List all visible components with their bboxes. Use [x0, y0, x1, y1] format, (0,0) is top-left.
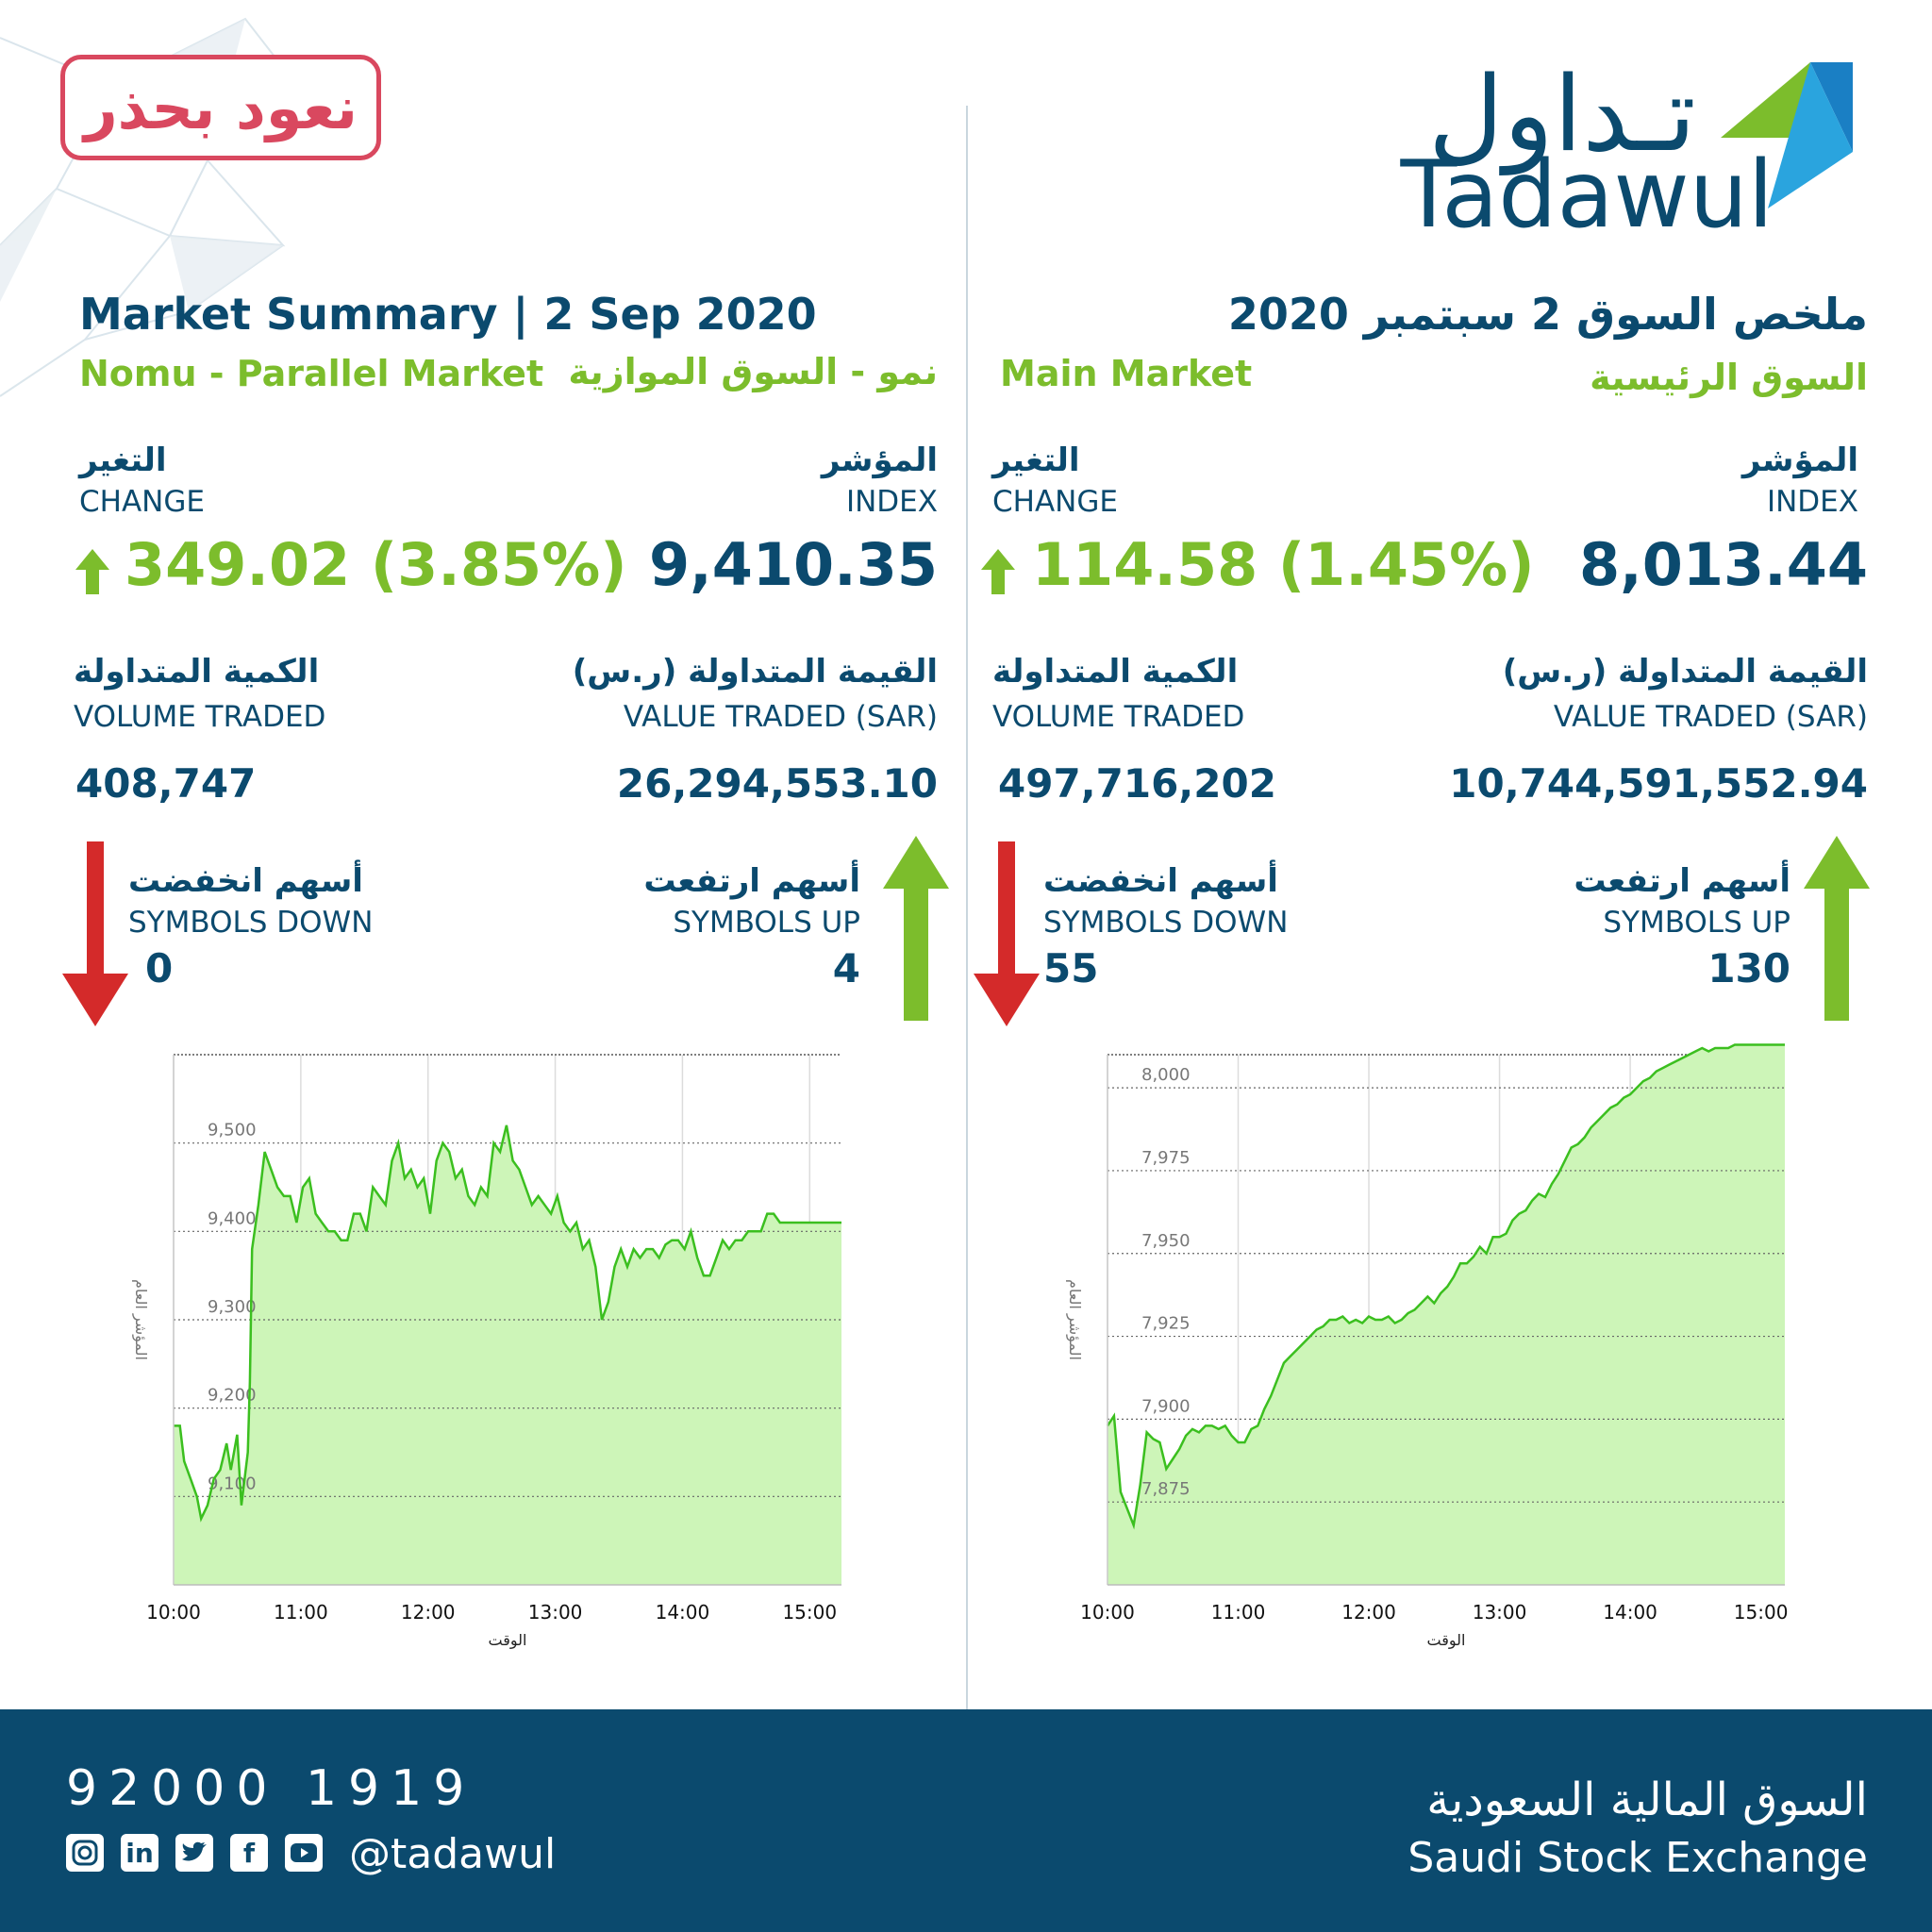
- twitter-icon[interactable]: [175, 1834, 213, 1872]
- x-tick-label: 10:00: [146, 1601, 201, 1624]
- down-arrow-icon: [974, 841, 1040, 1026]
- main-title: ملخص السوق 2 سبتمبر 2020: [1227, 289, 1868, 340]
- change-up-icon: [981, 549, 1015, 594]
- nomu-value-label-ar: القيمة المتداولة (ر.س): [572, 653, 938, 691]
- y-tick-label: 9,300: [208, 1297, 257, 1317]
- main-subtitle-ar: السوق الرئيسية: [1590, 357, 1868, 398]
- nomu-down-label-en: SYMBOLS DOWN: [128, 906, 374, 940]
- badge-text: نعود بحذر: [83, 73, 358, 142]
- logo-arabic: تـداول: [1427, 54, 1696, 175]
- x-tick-label: 12:00: [1341, 1601, 1396, 1624]
- main-change-value: 114.58 (1.45%): [1032, 530, 1535, 599]
- y-tick-label: 7,950: [1141, 1231, 1191, 1251]
- x-tick-label: 15:00: [782, 1601, 837, 1624]
- main-index-label-ar: المؤشر: [1741, 441, 1858, 479]
- y-tick-label: 7,875: [1141, 1479, 1191, 1499]
- nomu-up-label-ar: أسهم ارتفعت: [643, 862, 860, 900]
- main-volume-label-en: VOLUME TRADED: [992, 700, 1245, 734]
- main-down-label-en: SYMBOLS DOWN: [1043, 906, 1289, 940]
- x-tick-label: 11:00: [1211, 1601, 1266, 1624]
- x-tick-label: 14:00: [656, 1601, 710, 1624]
- main-down-label-ar: أسهم انخفضت: [1043, 862, 1278, 900]
- y-tick-label: 9,500: [208, 1121, 257, 1141]
- index-line: [174, 1124, 841, 1523]
- main-up-label-en: SYMBOLS UP: [1603, 906, 1790, 940]
- x-tick-label: 14:00: [1603, 1601, 1657, 1624]
- index-area: [174, 1124, 841, 1585]
- nomu-value-value: 26,294,553.10: [616, 760, 938, 807]
- y-tick-label: 7,925: [1141, 1314, 1191, 1334]
- social-handle[interactable]: @tadawul: [349, 1830, 557, 1878]
- nomu-down-label-ar: أسهم انخفضت: [128, 862, 363, 900]
- nomu-volume-label-en: VOLUME TRADED: [74, 700, 326, 734]
- main-value-label-en: VALUE TRADED (SAR): [1553, 700, 1868, 734]
- y-axis-label: المؤشر العام: [1065, 1279, 1084, 1360]
- exchange-name-ar: السوق المالية السعودية: [1426, 1774, 1868, 1826]
- x-tick-label: 13:00: [1473, 1601, 1527, 1624]
- main-index-chart: 10:00 11:00 12:00 13:00 14:00 15:00 7,875 7,900…: [1065, 1043, 1789, 1650]
- nomu-change-label-ar: التغير: [79, 441, 167, 479]
- nomu-up-label-en: SYMBOLS UP: [673, 906, 860, 940]
- main-value-label-ar: القيمة المتداولة (ر.س): [1502, 653, 1868, 691]
- youtube-icon[interactable]: [285, 1834, 323, 1872]
- index-line: [1106, 1043, 1785, 1530]
- nomu-value-label-en: VALUE TRADED (SAR): [623, 700, 938, 734]
- main-change-label-ar: التغير: [992, 441, 1080, 479]
- nomu-up-value: 4: [832, 945, 860, 991]
- nomu-volume-label-ar: الكمية المتداولة: [74, 653, 320, 691]
- x-tick-label: 10:00: [1080, 1601, 1135, 1624]
- tadawul-logo-icon: [1721, 62, 1853, 208]
- down-arrow-icon: [62, 841, 128, 1026]
- main-volume-label-ar: الكمية المتداولة: [992, 653, 1239, 691]
- nomu-subtitle-en: Nomu - Parallel Market: [79, 353, 544, 394]
- up-arrow-icon: [1804, 836, 1870, 1021]
- x-tick-label: 11:00: [274, 1601, 328, 1624]
- nomu-title: Market Summary | 2 Sep 2020: [79, 289, 817, 340]
- nomu-index-label-ar: المؤشر: [821, 441, 938, 479]
- main-change-label-en: CHANGE: [992, 485, 1118, 519]
- campaign-badge: نعود بحذر: [60, 55, 381, 160]
- y-tick-label: 9,400: [208, 1208, 257, 1228]
- main-subtitle-en: Main Market: [1000, 353, 1253, 394]
- x-tick-label: 13:00: [528, 1601, 583, 1624]
- logo-english: Tadawul: [1400, 142, 1774, 249]
- facebook-icon[interactable]: f: [230, 1834, 268, 1872]
- nomu-index-label-en: INDEX: [845, 485, 938, 519]
- exchange-name-en: Saudi Stock Exchange: [1407, 1834, 1868, 1882]
- nomu-subtitle-ar: نمو - السوق الموازية: [568, 351, 938, 392]
- main-up-value: 130: [1707, 945, 1790, 991]
- y-tick-label: 8,000: [1141, 1065, 1191, 1085]
- instagram-icon[interactable]: [66, 1834, 104, 1872]
- nomu-down-value: 0: [145, 945, 174, 991]
- nomu-index-value: 9,410.35: [649, 530, 938, 599]
- x-tick-label: 15:00: [1734, 1601, 1789, 1624]
- nomu-change-value: 349.02 (3.85%): [125, 530, 627, 599]
- y-tick-label: 7,975: [1141, 1148, 1191, 1168]
- linkedin-icon[interactable]: in: [121, 1834, 158, 1872]
- main-volume-value: 497,716,202: [998, 760, 1276, 807]
- main-up-label-ar: أسهم ارتفعت: [1574, 862, 1790, 900]
- change-up-icon: [75, 549, 109, 594]
- x-tick-label: 12:00: [401, 1601, 456, 1624]
- x-axis-label: الوقت: [1427, 1631, 1466, 1650]
- phone-number[interactable]: 92000 1919: [66, 1760, 476, 1817]
- main-index-label-en: INDEX: [1766, 485, 1858, 519]
- nomu-index-chart: 10:00 11:00 12:00 13:00 14:00 15:009,1009,200…: [131, 1054, 841, 1650]
- y-tick-label: 7,900: [1141, 1396, 1191, 1416]
- main-value-value: 10,744,591,552.94: [1449, 760, 1868, 807]
- x-axis-label: الوقت: [489, 1631, 527, 1650]
- main-down-value: 55: [1043, 945, 1099, 991]
- y-tick-label: 9,200: [208, 1386, 257, 1406]
- nomu-volume-value: 408,747: [75, 760, 257, 807]
- up-arrow-icon: [883, 836, 949, 1021]
- y-axis-label: المؤشر العام: [131, 1279, 150, 1360]
- footer-bar: [0, 1709, 1932, 1932]
- index-area: [1108, 1044, 1785, 1585]
- main-index-value: 8,013.44: [1579, 530, 1868, 599]
- section-divider: [966, 106, 968, 1709]
- nomu-change-label-en: CHANGE: [79, 485, 205, 519]
